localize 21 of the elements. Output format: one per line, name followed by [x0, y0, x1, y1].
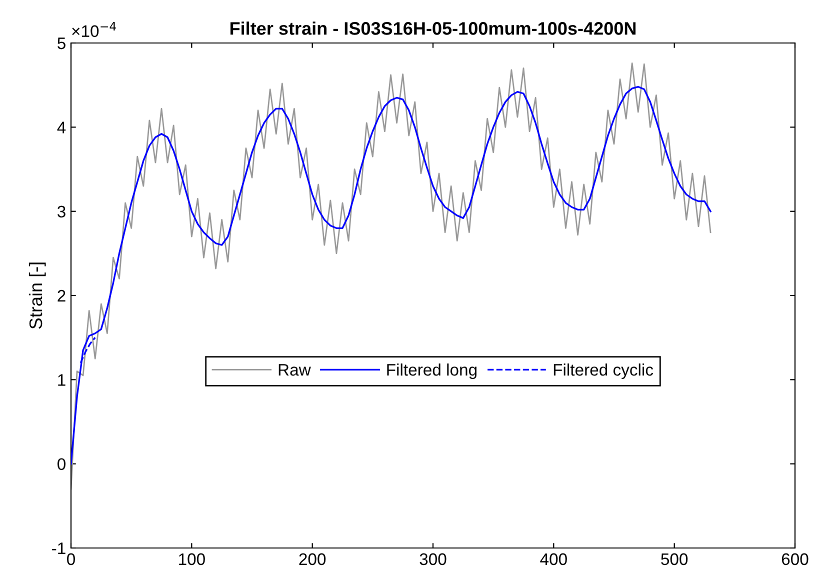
y-tick-label: 0 — [58, 458, 66, 470]
x-tick-label: 400 — [540, 553, 567, 566]
text: ×10$^{−4}$ — [72, 22, 116, 38]
legend-label: Filtered cyclic — [554, 363, 654, 380]
x-tick-label: 600 — [782, 553, 808, 566]
y-tick-label: 4 — [57, 122, 66, 134]
x-tick-label: 100 — [179, 553, 205, 566]
x-tick-label: 500 — [661, 553, 688, 566]
legend-label: Raw — [278, 364, 311, 376]
x-tick-label: 0 — [67, 553, 75, 566]
x-tick-label: 300 — [420, 553, 446, 566]
y-axis-title: Strain [-] — [28, 262, 46, 329]
y-tick-label: 1 — [58, 374, 66, 386]
y-tick-label: -1 — [52, 542, 66, 554]
line-series — [80, 336, 96, 364]
chart-title: Filter strain - IS03S16H-05-100mum-100s-4200N — [230, 22, 636, 35]
x-tick-label: 200 — [299, 553, 326, 566]
y-tick-label: 2 — [58, 290, 66, 302]
legend-label: Filtered long — [387, 363, 476, 380]
y-tick-label: 3 — [58, 206, 66, 218]
y-tick-label: 5 — [58, 38, 66, 50]
